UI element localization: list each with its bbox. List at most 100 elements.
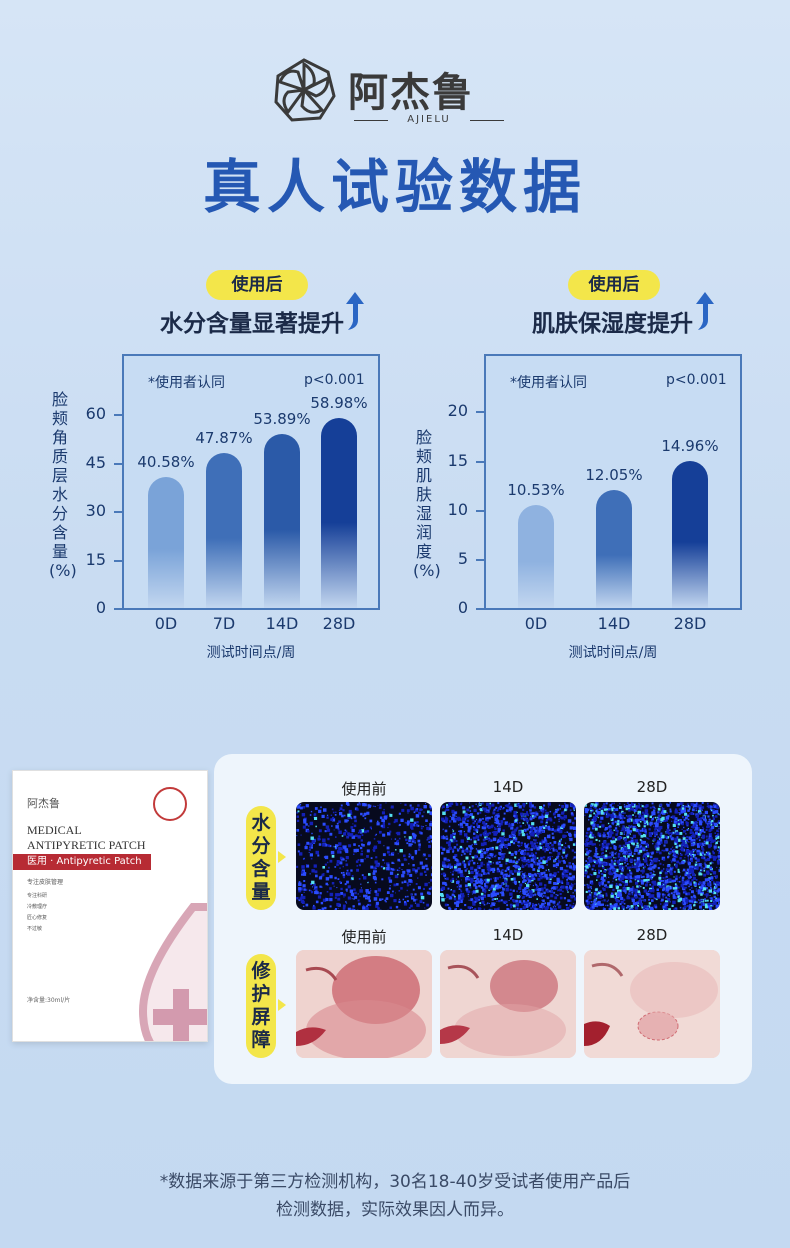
bar-value-label: 47.87%	[195, 429, 253, 448]
y-tick-mark	[114, 559, 122, 562]
page-title: 真人试验数据	[202, 153, 587, 221]
column-head-before: 使用前	[341, 780, 387, 798]
bar-value-label: 53.89%	[253, 410, 311, 428]
certification-seal-icon	[153, 787, 187, 821]
pinwheel-logo-icon	[274, 58, 336, 122]
y-axis-label-char: 肌	[415, 466, 432, 485]
y-axis-label-char: 质	[51, 447, 68, 466]
y-tick-label: 15	[85, 549, 106, 569]
bar-28D	[321, 417, 357, 608]
y-axis-label-char: 润	[415, 523, 432, 542]
x-tick-label: 14D	[597, 614, 631, 633]
y-tick-mark	[114, 462, 122, 465]
chart2-pvalue: p<0.001	[666, 372, 727, 388]
y-tick-label: 20	[447, 401, 468, 421]
y-axis-label-char: 度	[415, 542, 432, 561]
product-title: MEDICAL ANTIPYRETIC PATCH	[27, 823, 146, 852]
moisture-scan-28d	[584, 802, 720, 910]
product-package: 阿杰鲁 MEDICAL ANTIPYRETIC PATCH 医用 · Antip…	[12, 770, 208, 1042]
y-tick-label: 15	[447, 450, 468, 470]
y-tick-label: 10	[447, 499, 468, 519]
y-axis-label-char: 颊	[51, 409, 68, 428]
row-arrow-icon	[278, 851, 286, 863]
up-arrow-icon	[696, 292, 714, 330]
product-band: 医用 · Antipyretic Patch	[13, 854, 151, 870]
product-tagline: 专注皮肤管理	[27, 879, 64, 886]
row-tag-moisture: 水分含量	[246, 806, 276, 910]
y-axis-label-char: 湿	[415, 504, 432, 523]
y-tick-mark	[114, 608, 122, 610]
bar-value-label: 40.58%	[137, 452, 195, 471]
y-tick-mark	[476, 411, 484, 414]
y-axis-label-char: 含	[51, 523, 68, 542]
y-axis-label-char: 肤	[415, 485, 432, 504]
chart1-note: *使用者认同	[148, 375, 225, 391]
brand-name-en: AJIELU	[354, 114, 504, 125]
row-tag-barrier: 修护屏障	[246, 954, 276, 1058]
y-tick-label: 0	[95, 598, 106, 617]
after-use-pill: 使用后	[206, 270, 308, 300]
chart1-x-axis-title: 测试时间点/周	[206, 645, 296, 661]
chart2-note: *使用者认同	[510, 375, 587, 391]
y-tick-label: 0	[457, 598, 468, 617]
barrier-scan-before	[296, 950, 432, 1058]
moisture-scan-14d	[440, 802, 576, 910]
moisture-scan-before	[296, 802, 432, 910]
x-tick-label: 0D	[154, 614, 178, 633]
product-features: 专注科研 冷敷理疗 匠心修复 不过敏	[27, 893, 48, 932]
y-tick-mark	[476, 608, 484, 610]
bar-value-label: 10.53%	[507, 480, 565, 499]
column-head-before: 使用前	[341, 928, 387, 946]
x-tick-label: 7D	[212, 614, 236, 633]
y-tick-label: 45	[85, 452, 106, 472]
bar-value-label: 58.98%	[310, 393, 368, 412]
y-axis-label-char: 角	[51, 428, 68, 447]
x-tick-label: 28D	[322, 614, 356, 633]
y-tick-mark	[476, 509, 484, 512]
barrier-scan-28d	[584, 950, 720, 1058]
brand-name: 阿杰鲁	[348, 70, 474, 116]
up-arrow-icon	[346, 292, 364, 330]
brand-logo: 阿杰鲁 AJIELU	[270, 56, 520, 128]
chart1-y-axis-label: 脸颊角质层水分含量 (%)	[49, 390, 77, 580]
y-axis-label-char: (%)	[49, 561, 77, 580]
chart2-y-axis-label: 脸颊肌肤湿润度 (%)	[413, 428, 441, 580]
y-axis-label-char: 分	[51, 504, 68, 523]
y-tick-label: 30	[85, 501, 106, 521]
y-axis-label-char: 颊	[415, 447, 432, 466]
footnote: *数据来源于第三方检测机构，30名18-40岁受试者使用产品后 检测数据，实际效…	[159, 1172, 631, 1220]
bar-value-label: 14.96%	[661, 437, 719, 455]
y-axis-label-char: 量	[51, 542, 68, 561]
bar-14D	[264, 434, 300, 608]
medical-cross-drop-icon	[138, 903, 207, 1041]
y-tick-mark	[476, 460, 484, 463]
product-net-content: 净含量:30ml/片	[27, 997, 71, 1004]
product-logo: 阿杰鲁	[27, 797, 60, 810]
y-axis-label-char: (%)	[413, 561, 441, 580]
column-head-28d: 28D	[636, 778, 668, 796]
y-tick-label: 60	[85, 404, 106, 424]
y-axis-label-char: 层	[51, 466, 68, 485]
y-tick-mark	[476, 558, 484, 561]
y-tick-mark	[114, 414, 122, 417]
column-head-14d: 14D	[492, 778, 524, 796]
y-axis-label-char: 水	[51, 485, 68, 504]
x-tick-label: 0D	[524, 614, 548, 633]
x-tick-label: 28D	[673, 614, 707, 633]
chart1-subtitle: 水分含量显著提升	[160, 311, 344, 337]
bar-0D	[518, 504, 554, 608]
after-use-pill: 使用后	[568, 270, 660, 300]
chart1-pvalue: p<0.001	[304, 372, 365, 388]
bar-14D	[596, 489, 632, 608]
bar-0D	[148, 476, 184, 608]
barrier-scan-14d	[440, 950, 576, 1058]
bar-28D	[672, 461, 708, 608]
x-tick-label: 14D	[265, 614, 299, 633]
row-arrow-icon	[278, 999, 286, 1011]
y-tick-mark	[114, 511, 122, 514]
bar-value-label: 12.05%	[585, 465, 643, 484]
y-tick-label: 5	[457, 548, 468, 568]
column-head-28d: 28D	[636, 926, 668, 944]
y-axis-label-char: 脸	[51, 390, 68, 409]
column-head-14d: 14D	[492, 926, 524, 944]
